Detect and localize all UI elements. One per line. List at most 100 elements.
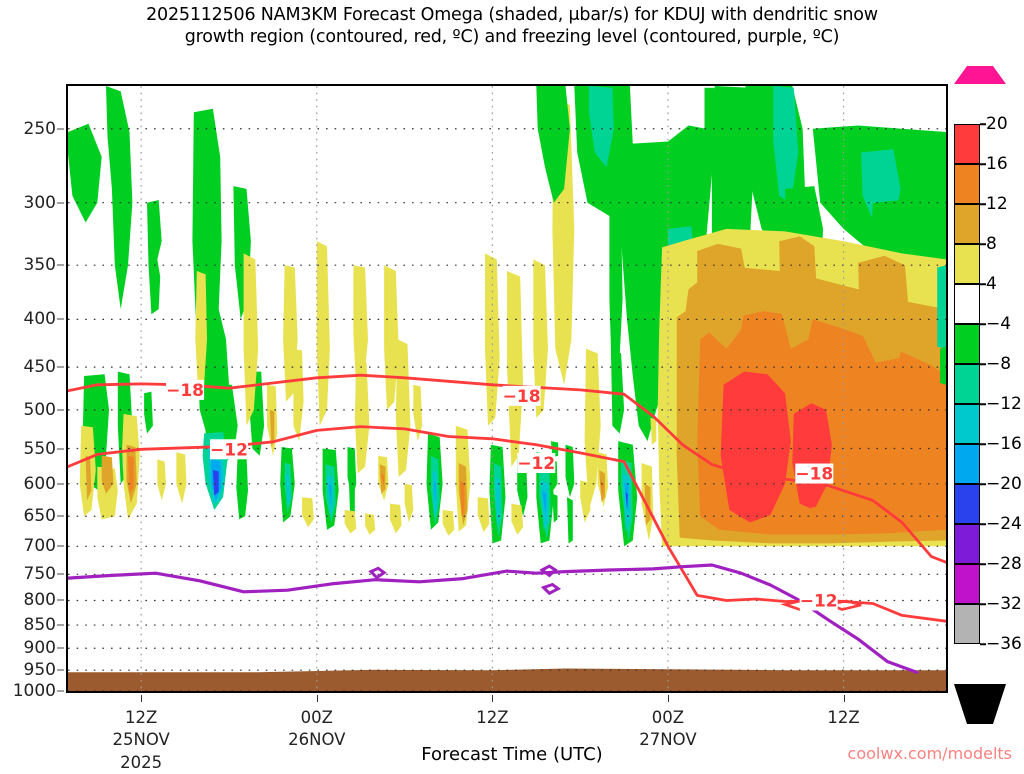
colorbar-tick-label: −20 <box>986 474 1022 494</box>
omega-shade-region <box>536 86 570 203</box>
omega-shade-region <box>460 480 465 517</box>
y-axis-tick-label: 400 <box>23 309 56 330</box>
colorbar-segment <box>954 164 980 204</box>
omega-shade-region <box>697 243 749 349</box>
plot-area[interactable]: −18 −18 −18 −12 −12 −12 <box>66 84 948 693</box>
x-axis-title: Forecast Time (UTC) <box>421 744 603 765</box>
contour-label-dendritic-upper: −18 <box>795 465 833 485</box>
omega-shade-region <box>243 253 259 426</box>
y-axis-tick-label: 550 <box>23 438 56 459</box>
contour-label-mask <box>795 463 834 484</box>
y-axis-tick-label: 750 <box>23 564 56 585</box>
omega-shade-region <box>580 480 591 523</box>
x-axis-tick <box>492 695 494 702</box>
y-axis-tick <box>57 409 64 411</box>
omega-shade-region <box>354 358 370 474</box>
omega-shade-region <box>588 86 614 168</box>
colorbar-tick <box>980 403 986 405</box>
omega-shade-region <box>316 241 330 426</box>
colorbar-tick <box>980 563 986 565</box>
x-axis-tick-label: 12Z <box>476 708 509 727</box>
omega-shade-region <box>404 483 414 523</box>
colorbar-segment <box>954 204 980 244</box>
y-axis-tick <box>57 690 64 692</box>
contour-label-mask <box>799 590 838 611</box>
colorbar-tick-label: −8 <box>986 354 1012 374</box>
omega-shade-region <box>511 503 524 535</box>
colorbar-segment <box>954 324 980 364</box>
omega-shade-region <box>413 384 423 442</box>
omega-shade-region <box>940 346 946 385</box>
contour-label-dendritic-lower: −12 <box>517 454 555 474</box>
omega-shade-region <box>858 255 910 363</box>
colorbar-segment <box>954 364 980 404</box>
colorbar-segment <box>954 404 980 444</box>
y-axis-labels: 250 300 350 400 450 500 550 600 650 700 750 800 850 9… <box>0 84 64 701</box>
omega-shade-region <box>365 513 376 535</box>
colorbar-tick <box>980 363 986 365</box>
chart-title-line1: 2025112506 NAM3KM Forecast Omega (shaded… <box>146 5 878 25</box>
colorbar-tick-label: 8 <box>986 234 997 254</box>
omega-shade-region <box>395 339 411 477</box>
omega-shade-region <box>380 473 385 488</box>
omega-shade-region <box>542 490 547 517</box>
omega-shade-region <box>344 510 357 534</box>
omega-shade-region <box>327 475 333 517</box>
y-axis-tick-label: 800 <box>23 590 56 611</box>
colorbar-tick <box>980 123 986 125</box>
colorbar-tick-label: −36 <box>986 634 1022 654</box>
colorbar-tick <box>980 243 986 245</box>
x-axis-tick-label: 00Z 27NOV <box>639 708 697 750</box>
omega-shade-region <box>937 265 946 349</box>
colorbar-tick-label: −12 <box>986 394 1022 414</box>
omega-shade-region <box>610 348 625 434</box>
contour-dendritic-loop <box>824 599 862 611</box>
omega-shade-region <box>389 503 402 534</box>
colorbar[interactable]: 20 16 12 8 4 −4 −8 −12 −16 −20 −24 −28 −32 −36 <box>954 66 1022 724</box>
omega-shade-region <box>195 271 207 394</box>
y-axis-tick-label: 600 <box>23 473 56 494</box>
colorbar-tick-label: 16 <box>986 154 1008 174</box>
colorbar-tick-label: −28 <box>986 554 1022 574</box>
terrain-fill <box>68 668 946 691</box>
colorbar-tick <box>980 323 986 325</box>
omega-shade-region <box>157 459 166 501</box>
omega-shade-region <box>101 455 114 494</box>
y-axis-tick-label: 350 <box>23 255 56 276</box>
colorbar-tick <box>980 603 986 605</box>
x-axis-tick-label: 00Z 26NOV <box>288 708 346 750</box>
y-axis-tick-label: 950 <box>23 660 56 681</box>
omega-shade-region <box>890 403 917 491</box>
contour-label-mask <box>166 379 205 400</box>
y-axis-tick <box>57 483 64 485</box>
omega-shade-region <box>584 348 601 510</box>
contour-label-dendritic-upper: −18 <box>503 387 541 407</box>
contour-label-mask <box>502 385 541 406</box>
colorbar-segment <box>954 284 980 324</box>
y-axis-tick <box>57 647 64 649</box>
colorbar-segment <box>954 124 980 164</box>
colorbar-tick <box>980 203 986 205</box>
x-axis-tick <box>316 695 318 702</box>
omega-shade-region <box>779 236 818 349</box>
omega-shade-region <box>236 452 248 520</box>
colorbar-tick <box>980 523 986 525</box>
omega-shade-region <box>68 123 102 223</box>
colorbar-segment <box>954 604 980 644</box>
contour-label-mask <box>517 453 556 474</box>
y-axis-tick-label: 650 <box>23 506 56 527</box>
omega-shade-region <box>666 241 692 320</box>
omega-shade-region <box>176 452 187 504</box>
x-axis-tick-label: 12Z 25NOV 2025 <box>112 708 170 772</box>
colorbar-tick-label: 12 <box>986 194 1008 214</box>
contour-freezing-level-loop <box>368 566 387 580</box>
omega-shade-region <box>212 470 219 496</box>
omega-shade-region <box>106 86 133 310</box>
omega-shade-region <box>144 391 153 434</box>
y-axis-tick <box>57 128 64 130</box>
omega-shade-region <box>433 480 436 504</box>
y-axis-tick <box>57 669 64 671</box>
contour-label-dendritic-upper: −18 <box>166 381 204 401</box>
contour-label-dendritic-lower: −12 <box>210 440 248 460</box>
contour-freezing-level-loop <box>539 564 558 578</box>
